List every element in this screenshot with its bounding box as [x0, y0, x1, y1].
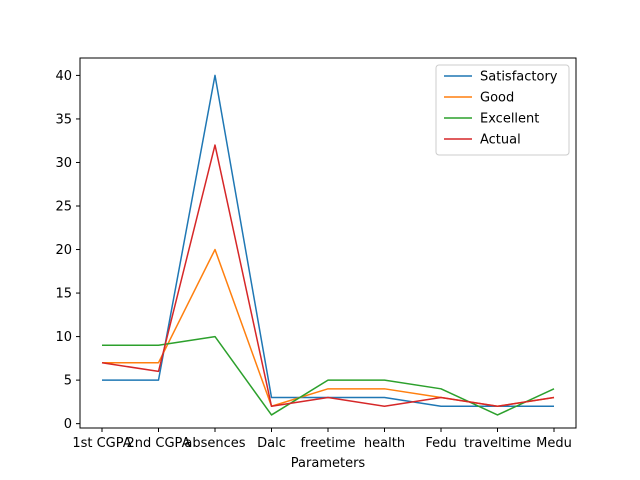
x-tick-label: absences	[184, 436, 245, 451]
y-ticks: 0 5 10 15 20 25 30 35 40	[55, 69, 80, 432]
series-line-actual	[101, 144, 555, 407]
x-tick-label: freetime	[300, 436, 355, 451]
x-tick-label: 2nd CGPA	[127, 436, 191, 451]
series-line-excellent	[102, 335, 555, 416]
y-tick-label: 40	[55, 69, 72, 84]
y-tick-label: 25	[55, 200, 72, 215]
y-tick-label: 35	[55, 112, 72, 127]
y-tick-label: 10	[55, 330, 72, 345]
series-layer	[101, 74, 555, 416]
x-tick-label: Dalc	[257, 436, 286, 451]
legend-box	[435, 64, 570, 156]
x-axis-label: Parameters	[291, 456, 366, 471]
x-tick-label: traveltime	[464, 436, 531, 451]
x-tick-label: Medu	[536, 436, 572, 451]
x-tick-label: health	[364, 436, 405, 451]
y-tick-label: 15	[55, 287, 72, 302]
legend-label: Good	[480, 91, 514, 106]
legend-label: Satisfactory	[480, 70, 558, 85]
legend-label: Excellent	[480, 112, 539, 127]
y-tick-label: 30	[55, 156, 72, 171]
y-tick-label: 5	[64, 374, 72, 389]
legend-label: Actual	[480, 133, 521, 148]
x-tick-label: Fedu	[425, 436, 456, 451]
y-tick-label: 20	[55, 243, 72, 258]
x-tick-label: 1st CGPA	[72, 436, 131, 451]
y-tick-label: 0	[64, 417, 72, 432]
legend: Satisfactory Good Excellent Actual	[435, 64, 570, 156]
